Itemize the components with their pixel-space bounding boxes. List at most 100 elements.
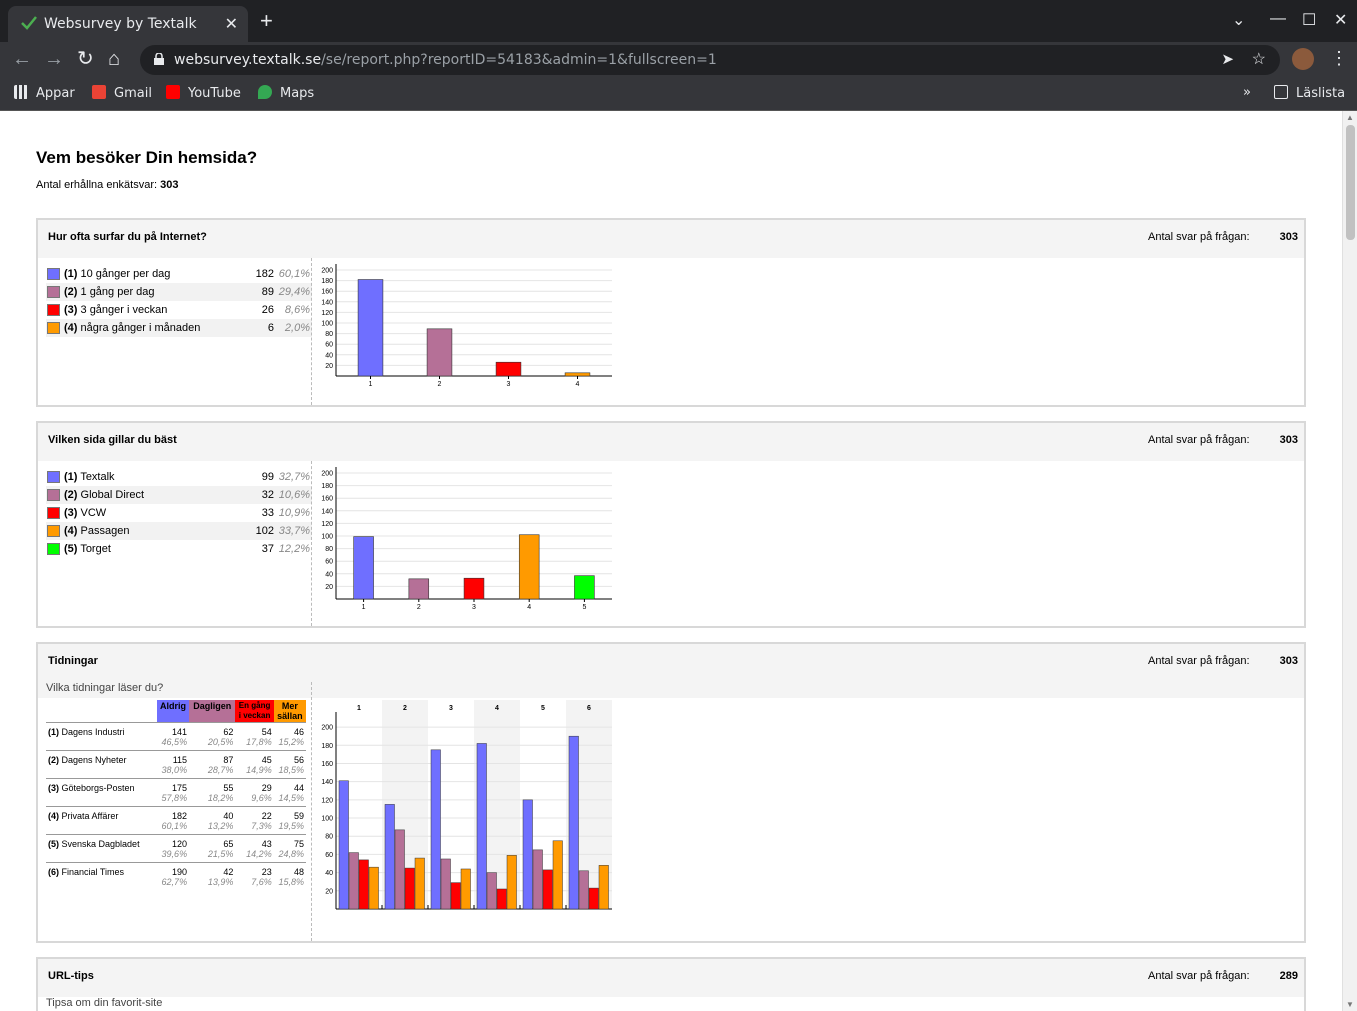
question-subtitle: Tipsa om din favorit-site <box>46 997 163 1009</box>
option-percent: 2,0% <box>284 322 310 334</box>
lock-icon <box>154 53 164 65</box>
bookmarks-bar: Appar Gmail YouTube Maps » Läslista <box>0 78 1357 111</box>
row-label: (1) Dagens Industri <box>46 722 157 751</box>
option-count: 6 <box>267 322 274 334</box>
new-tab-icon[interactable]: + <box>260 8 273 33</box>
profile-avatar[interactable] <box>1292 48 1314 70</box>
bar <box>578 870 589 910</box>
minimize-icon[interactable]: — <box>1270 10 1286 27</box>
answers-count: 289 <box>1279 970 1298 982</box>
close-window-icon[interactable]: ✕ <box>1334 12 1348 29</box>
question-box-2: Vilken sida gillar du bäst Antal svar på… <box>36 421 1306 628</box>
y-tick-label: 20 <box>325 363 333 370</box>
row-label: (6) Financial Times <box>46 862 157 890</box>
y-tick-label: 80 <box>325 331 333 338</box>
send-tab-icon[interactable]: ➤ <box>1221 51 1234 68</box>
column-header: Dagligen <box>189 700 236 723</box>
menu-kebab-icon[interactable]: ⋮ <box>1330 48 1348 68</box>
bar <box>426 328 453 377</box>
option-count: 89 <box>261 286 274 298</box>
legend-row: (2) Global Direct 32 10,6% <box>46 486 312 504</box>
cell-percent: 18,5% <box>278 765 304 775</box>
scroll-up-icon[interactable]: ▲ <box>1346 113 1354 122</box>
table-corner <box>46 700 157 723</box>
cell-percent: 13,2% <box>207 821 234 831</box>
cell-percent: 14,2% <box>246 849 272 859</box>
option-percent: 8,6% <box>284 304 310 316</box>
more-bookmarks-icon[interactable]: » <box>1243 85 1251 100</box>
bar <box>532 849 543 910</box>
cell-value: 55 <box>189 778 236 793</box>
bookmark-gmail[interactable]: Gmail <box>92 85 152 101</box>
scrollbar-thumb[interactable] <box>1346 125 1355 240</box>
back-arrow-icon[interactable]: ← <box>12 48 32 70</box>
bar <box>518 534 540 600</box>
bookmark-apps[interactable]: Appar <box>14 85 75 101</box>
bar <box>348 852 359 910</box>
table-row: (1) Dagens Industri 141 62 54 46 <box>46 722 306 751</box>
tab-search-chevron-icon[interactable]: ⌄ <box>1232 12 1246 29</box>
table-row-percent: 38,0% 28,7% 14,9% 18,5% <box>46 765 306 779</box>
group-label: 6 <box>587 705 591 712</box>
bar <box>496 888 507 910</box>
group-label: 4 <box>495 705 499 712</box>
cell-percent: 60,1% <box>161 821 188 831</box>
option-count: 33 <box>261 507 274 519</box>
browser-toolbar: ← → ↻ ⌂ websurvey.textalk.se/se/report.p… <box>0 42 1357 78</box>
option-percent: 10,9% <box>278 507 310 519</box>
group-label: 2 <box>403 705 407 712</box>
address-bar[interactable]: websurvey.textalk.se/se/report.php?repor… <box>140 45 1280 75</box>
bar <box>414 857 425 910</box>
y-tick-label: 200 <box>321 725 333 732</box>
cell-value: 87 <box>189 750 236 765</box>
cell-value: 29 <box>235 778 274 793</box>
answers-label: Antal svar på frågan: <box>1148 434 1250 446</box>
cell-percent: 19,5% <box>278 821 304 831</box>
scroll-down-icon[interactable]: ▼ <box>1346 1000 1354 1009</box>
question-box-1: Hur ofta surfar du på Internet? Antal sv… <box>36 218 1306 407</box>
bookmark-youtube[interactable]: YouTube <box>166 85 241 101</box>
cell-percent: 15,8% <box>278 877 304 887</box>
cell-percent: 15,2% <box>278 737 304 747</box>
maximize-icon[interactable]: ☐ <box>1302 12 1317 29</box>
reload-icon[interactable]: ↻ <box>77 48 94 70</box>
cell-percent: 38,0% <box>161 765 188 775</box>
x-tick-label: 4 <box>527 604 531 611</box>
reading-list-icon <box>1274 85 1288 99</box>
x-tick-label: 2 <box>417 604 421 611</box>
option-percent: 12,2% <box>278 543 310 555</box>
bar-chart-1: 20 40 60 80 100 120 140 160 180 200 1 2 3 4 <box>321 264 612 388</box>
bar-chart-2: 20 40 60 80 100 120 140 160 180 200 1 2 3 4 5 <box>321 467 612 611</box>
home-icon[interactable]: ⌂ <box>108 48 121 70</box>
legend-row: (1) 10 gånger per dag 182 60,1% <box>46 265 312 283</box>
cell-percent: 21,5% <box>207 849 234 859</box>
y-tick-label: 80 <box>325 546 333 553</box>
row-label: (5) Svenska Dagbladet <box>46 834 157 863</box>
cell-value: 75 <box>273 834 306 849</box>
youtube-icon <box>166 85 180 99</box>
cell-percent: 7,3% <box>251 821 272 831</box>
browser-tab[interactable]: Websurvey by Textalk ✕ <box>8 6 248 42</box>
row-label: (2) Dagens Nyheter <box>46 750 157 779</box>
bar <box>568 735 579 910</box>
forward-arrow-icon[interactable]: → <box>44 48 64 70</box>
close-tab-icon[interactable]: ✕ <box>224 16 238 33</box>
group-label: 1 <box>357 705 361 712</box>
bookmark-maps[interactable]: Maps <box>258 85 314 101</box>
reading-list-button[interactable]: Läslista <box>1274 85 1345 101</box>
x-tick-label: 3 <box>507 381 511 388</box>
bookmark-star-icon[interactable]: ☆ <box>1251 51 1266 68</box>
y-tick-label: 200 <box>321 471 333 478</box>
page-scrollbar[interactable]: ▲ ▼ <box>1342 111 1357 1011</box>
legend: (1) Textalk 99 32,7% (2) Global Direct 32 10,… <box>46 468 312 558</box>
legend-row: (1) Textalk 99 32,7% <box>46 468 312 486</box>
bar <box>522 799 533 910</box>
x-tick-label: 3 <box>472 604 476 611</box>
answers-label: Antal svar på frågan: <box>1148 231 1250 243</box>
x-tick-label: 4 <box>576 381 580 388</box>
option-count: 37 <box>261 543 274 555</box>
cell-percent: 18,2% <box>207 793 234 803</box>
group-label: 5 <box>541 705 545 712</box>
answers-label: Antal svar på frågan: <box>1148 655 1250 667</box>
table-row-percent: 57,8% 18,2% 9,6% 14,5% <box>46 793 306 807</box>
